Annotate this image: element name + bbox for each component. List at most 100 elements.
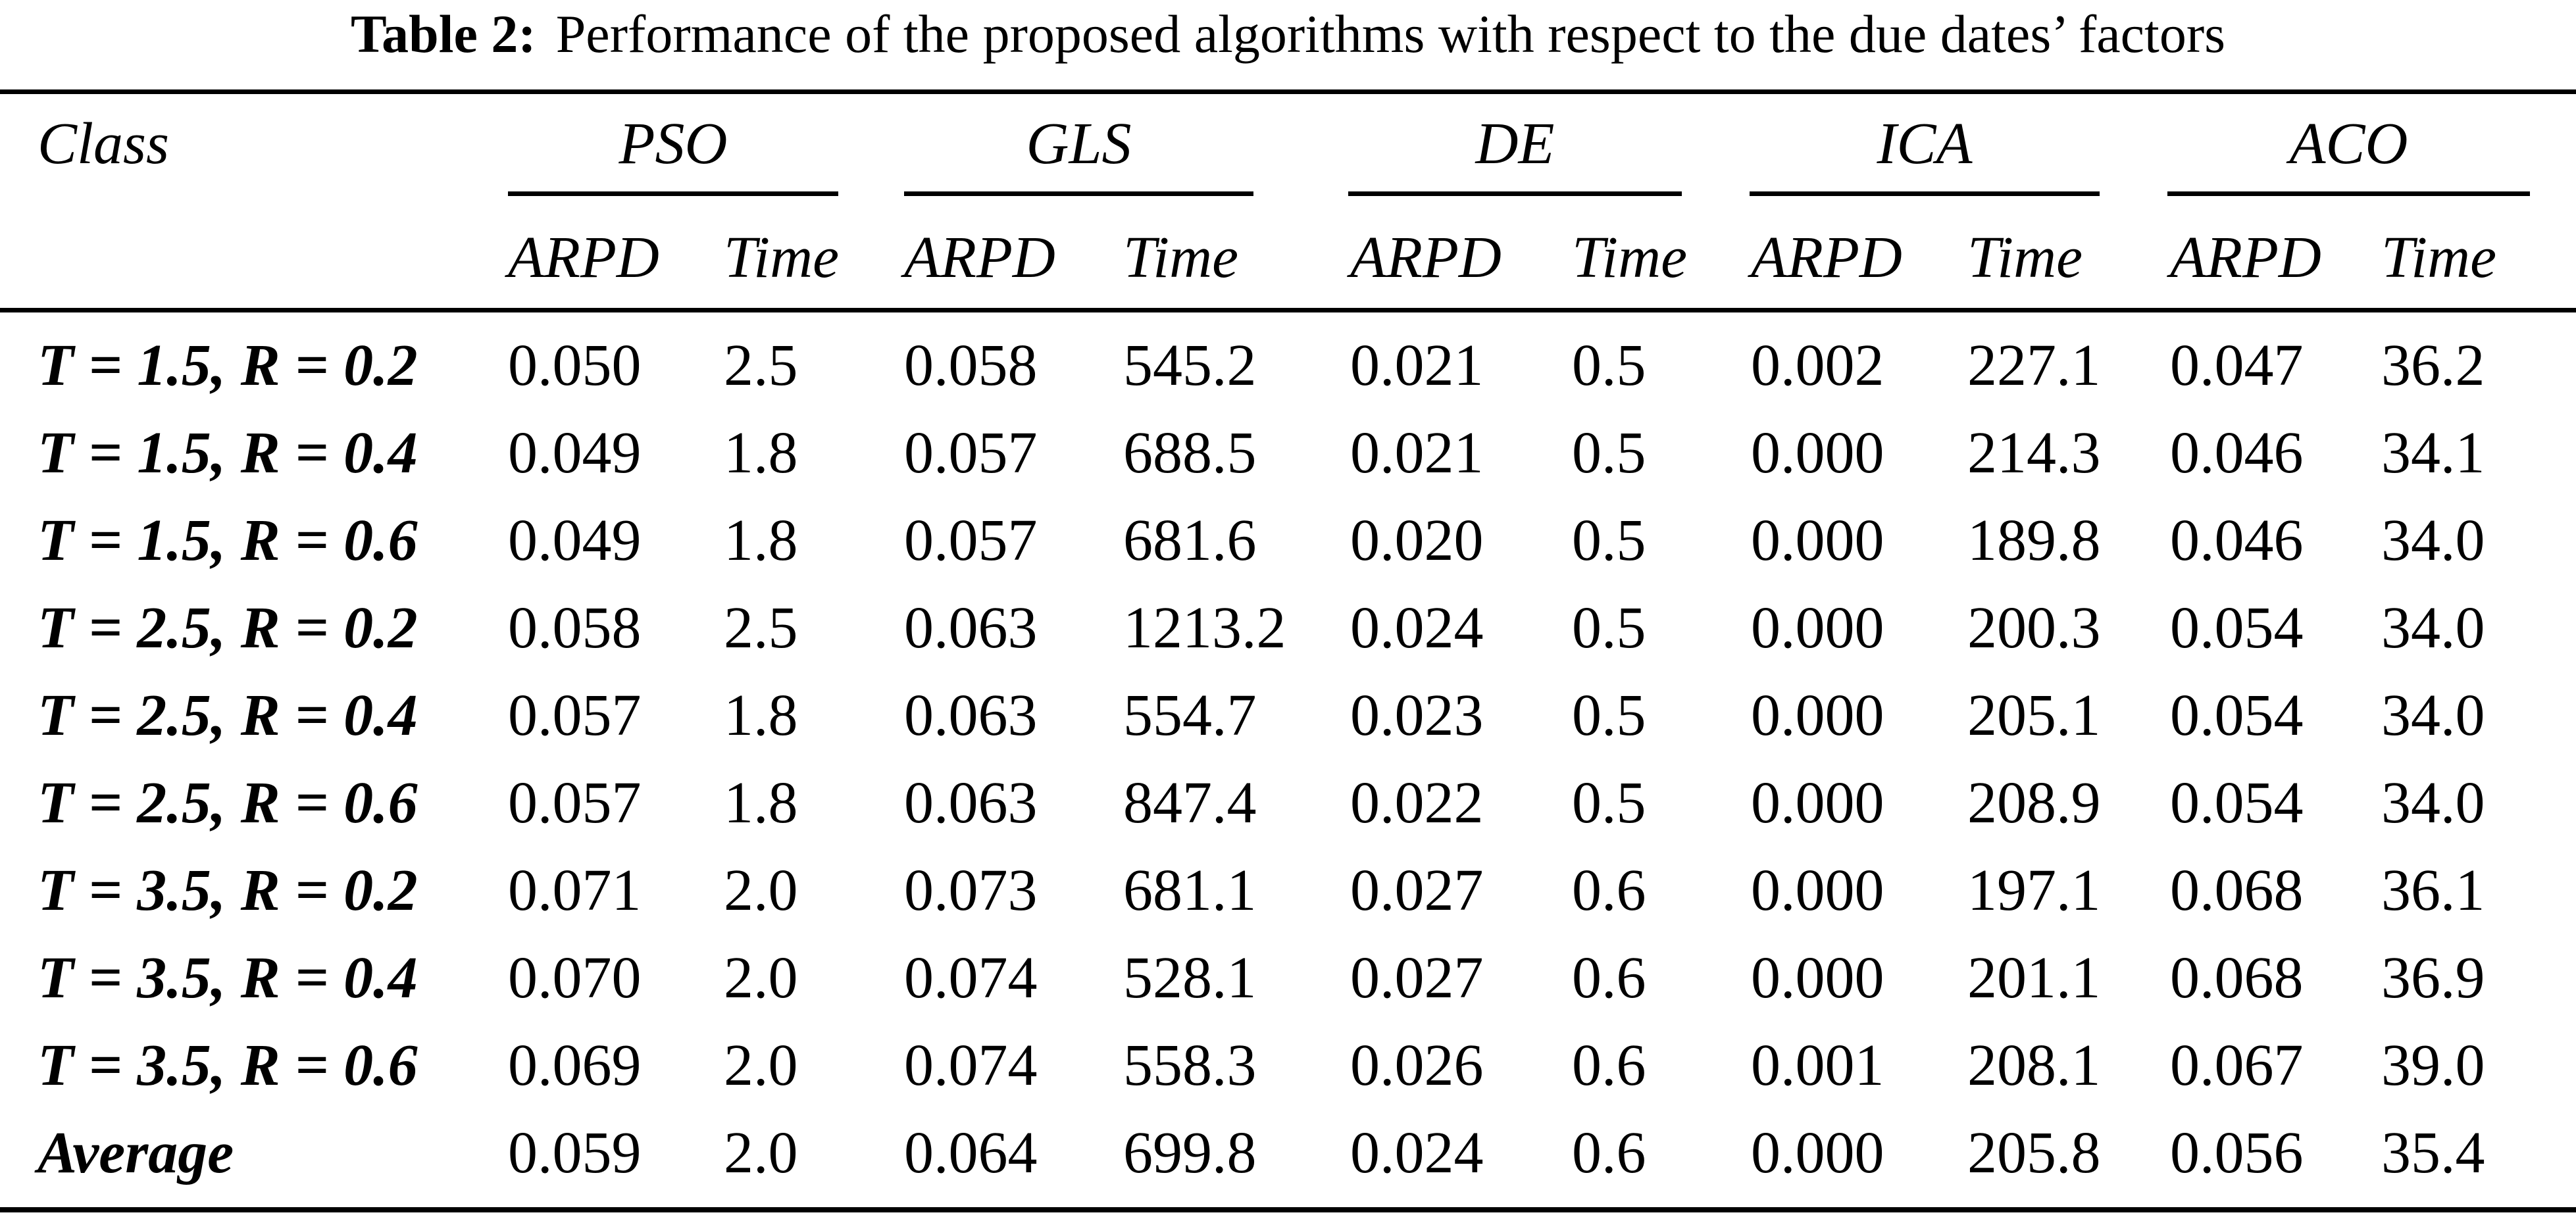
cell-pso-time: 2.5 [724,333,798,398]
table-header-row: Class PSO GLS DE ICA ACO [0,111,2576,177]
row-class-label: T = 1.5, R = 0.2 [38,333,418,398]
cell-pso-time: 1.8 [724,508,798,573]
table-row: T = 2.5, R = 0.2 0.058 2.5 0.063 1213.2 … [0,584,2576,672]
cell-gls-arpd: 0.063 [904,770,1038,835]
cell-aco-time: 34.0 [2381,683,2485,748]
cell-ica-time: 205.1 [1967,683,2101,748]
cell-aco-time: 34.0 [2381,595,2485,660]
cell-de-arpd: 0.023 [1350,683,1484,748]
cell-pso-arpd: 0.058 [508,595,642,660]
row-class-label: T = 3.5, R = 0.2 [38,858,418,923]
cell-gls-arpd: 0.073 [904,858,1038,923]
column-header-class: Class [38,111,170,176]
cell-pso-arpd: 0.069 [508,1033,642,1098]
table-caption-number: Table 2: [350,4,536,64]
cell-aco-arpd: 0.054 [2170,595,2304,660]
cmidrule-aco [2167,191,2530,196]
cell-pso-arpd: 0.070 [508,945,642,1010]
cell-aco-time: 34.0 [2381,770,2485,835]
group-header-gls: GLS [1026,111,1132,176]
cell-ica-arpd: 0.000 [1751,858,1884,923]
bottom-rule [0,1207,2576,1212]
cell-ica-time: 208.1 [1967,1033,2101,1098]
cell-aco-time: 36.9 [2381,945,2485,1010]
cell-gls-time: 545.2 [1123,333,1257,398]
cell-pso-arpd: 0.071 [508,858,642,923]
top-rule [0,89,2576,94]
cmidrule-ica [1750,191,2100,196]
cell-ica-time: 200.3 [1967,595,2101,660]
cell-gls-time: 688.5 [1123,420,1257,485]
cell-pso-time: 2.0 [724,1120,798,1185]
cell-ica-time: 227.1 [1967,333,2101,398]
cell-pso-arpd: 0.057 [508,683,642,748]
cell-pso-arpd: 0.049 [508,508,642,573]
cell-aco-time: 36.2 [2381,333,2485,398]
cell-gls-time: 1213.2 [1123,595,1286,660]
group-header-de: DE [1475,111,1555,176]
cell-pso-time: 1.8 [724,683,798,748]
cell-de-arpd: 0.021 [1350,333,1484,398]
cell-ica-arpd: 0.000 [1751,683,1884,748]
cmidrule-pso [508,191,838,196]
cell-ica-arpd: 0.002 [1751,333,1884,398]
subheader-arpd-aco: ARPD [2170,225,2321,290]
row-class-label: T = 3.5, R = 0.4 [38,945,418,1010]
table-subheader-row: ARPD Time ARPD Time ARPD Time ARPD Time … [0,225,2576,291]
cell-de-arpd: 0.024 [1350,1120,1484,1185]
cell-aco-time: 36.1 [2381,858,2485,923]
cell-pso-arpd: 0.050 [508,333,642,398]
cell-ica-time: 197.1 [1967,858,2101,923]
table-row: T = 3.5, R = 0.2 0.071 2.0 0.073 681.1 0… [0,847,2576,934]
subheader-time-ica: Time [1967,225,2083,290]
row-class-label: T = 2.5, R = 0.4 [38,683,418,748]
row-class-label: T = 2.5, R = 0.6 [38,770,418,835]
group-header-pso: PSO [619,111,728,176]
table-row: T = 3.5, R = 0.4 0.070 2.0 0.074 528.1 0… [0,934,2576,1022]
cell-de-arpd: 0.024 [1350,595,1484,660]
cell-gls-time: 558.3 [1123,1033,1257,1098]
cell-gls-arpd: 0.074 [904,945,1038,1010]
cell-de-time: 0.6 [1572,858,1646,923]
row-class-label: T = 3.5, R = 0.6 [38,1033,418,1098]
cell-ica-arpd: 0.000 [1751,420,1884,485]
table-row: T = 3.5, R = 0.6 0.069 2.0 0.074 558.3 0… [0,1022,2576,1109]
cell-pso-arpd: 0.057 [508,770,642,835]
cell-aco-time: 34.0 [2381,508,2485,573]
cell-aco-arpd: 0.047 [2170,333,2304,398]
cell-de-arpd: 0.026 [1350,1033,1484,1098]
cell-ica-arpd: 0.000 [1751,945,1884,1010]
cell-aco-arpd: 0.046 [2170,420,2304,485]
cell-aco-arpd: 0.068 [2170,858,2304,923]
cell-gls-arpd: 0.063 [904,595,1038,660]
table-body: T = 1.5, R = 0.2 0.050 2.5 0.058 545.2 0… [0,322,2576,1197]
table-row: Average 0.059 2.0 0.064 699.8 0.024 0.6 … [0,1109,2576,1197]
cell-gls-time: 699.8 [1123,1120,1257,1185]
cell-ica-arpd: 0.000 [1751,595,1884,660]
subheader-time-de: Time [1572,225,1688,290]
subheader-arpd-pso: ARPD [508,225,659,290]
cell-de-time: 0.6 [1572,1120,1646,1185]
table-row: T = 2.5, R = 0.4 0.057 1.8 0.063 554.7 0… [0,672,2576,759]
row-class-label: T = 1.5, R = 0.6 [38,508,418,573]
subheader-time-pso: Time [724,225,840,290]
cell-gls-arpd: 0.063 [904,683,1038,748]
cell-gls-time: 681.6 [1123,508,1257,573]
cell-ica-arpd: 0.000 [1751,508,1884,573]
table-caption: Table 2: Performance of the proposed algo… [0,0,2576,68]
cell-pso-time: 2.0 [724,945,798,1010]
cell-de-arpd: 0.022 [1350,770,1484,835]
cell-ica-time: 205.8 [1967,1120,2101,1185]
cell-gls-time: 528.1 [1123,945,1257,1010]
cell-de-arpd: 0.027 [1350,945,1484,1010]
cell-pso-time: 1.8 [724,770,798,835]
cell-ica-arpd: 0.001 [1751,1033,1884,1098]
table-caption-text: Performance of the proposed algorithms w… [555,4,2226,64]
cell-ica-time: 201.1 [1967,945,2101,1010]
cell-pso-arpd: 0.059 [508,1120,642,1185]
header-rule [0,308,2576,312]
row-class-label: T = 2.5, R = 0.2 [38,595,418,660]
cell-aco-arpd: 0.054 [2170,770,2304,835]
cell-de-arpd: 0.027 [1350,858,1484,923]
cell-pso-time: 2.0 [724,858,798,923]
